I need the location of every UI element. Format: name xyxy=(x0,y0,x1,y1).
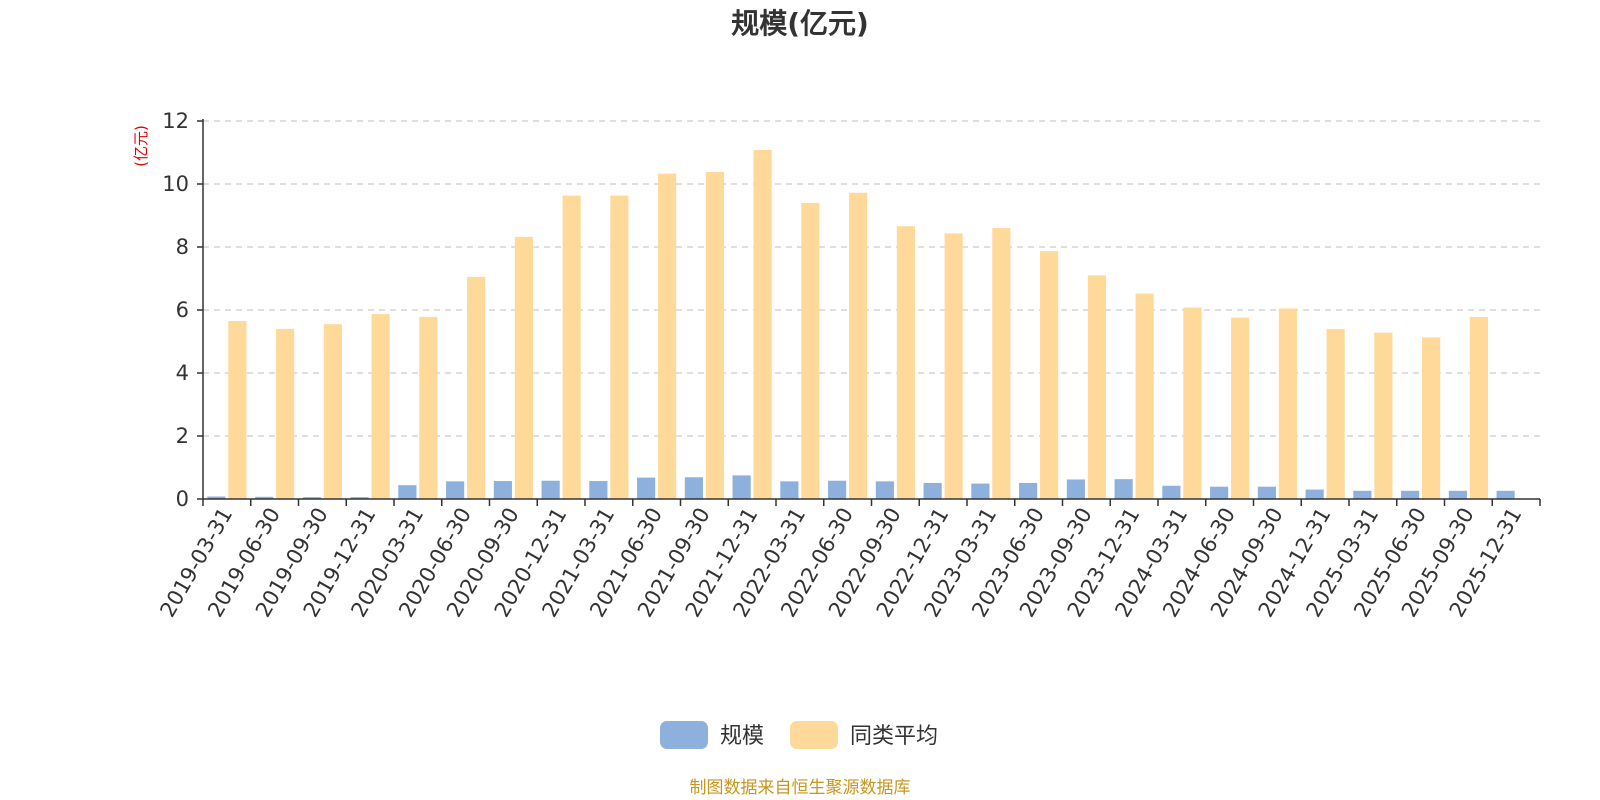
bar-peer-average xyxy=(896,226,915,499)
bar-scale xyxy=(541,480,560,499)
legend-label: 同类平均 xyxy=(850,724,938,749)
bar-scale xyxy=(1114,479,1133,499)
bar-scale xyxy=(1401,490,1420,499)
bar-peer-average xyxy=(1087,275,1106,499)
bar-peer-average xyxy=(658,173,677,500)
bar-peer-average xyxy=(849,192,868,499)
bar-scale xyxy=(780,481,799,499)
bar-scale xyxy=(1162,485,1181,499)
bar-scale xyxy=(684,477,703,499)
y-tick-label: 6 xyxy=(176,298,189,322)
axes xyxy=(197,119,1541,506)
bar-peer-average xyxy=(323,324,342,499)
bar-scale xyxy=(732,475,751,499)
y-tick-label: 2 xyxy=(176,424,189,448)
bar-peer-average xyxy=(514,236,533,500)
y-tick-label: 0 xyxy=(176,487,189,511)
y-tick-label: 4 xyxy=(176,361,189,385)
bar-scale xyxy=(255,496,274,499)
y-axis-unit-label: (亿元) xyxy=(132,125,150,167)
bar-peer-average xyxy=(467,276,486,499)
bar-scale xyxy=(1019,482,1038,499)
bar-scale xyxy=(1066,479,1085,499)
bar-peer-average xyxy=(562,195,581,499)
bar-peer-average xyxy=(1374,332,1393,499)
bar-peer-average xyxy=(801,202,820,499)
bar-scale xyxy=(1257,486,1276,499)
bar-scale xyxy=(1448,490,1467,499)
bar-peer-average xyxy=(419,316,438,499)
bar-scale xyxy=(1496,490,1515,499)
bar-peer-average xyxy=(228,321,247,499)
bar-peer-average xyxy=(1231,317,1250,499)
bars xyxy=(207,149,1515,500)
bar-scale xyxy=(493,481,512,499)
bar-scale xyxy=(875,481,894,499)
legend-swatch xyxy=(660,721,708,749)
legend-label: 规模 xyxy=(720,724,764,749)
bar-peer-average xyxy=(992,228,1011,499)
bar-scale xyxy=(446,481,465,499)
axis-labels: 0246810122019-03-312019-06-302019-09-302… xyxy=(155,109,1526,621)
bar-peer-average xyxy=(610,195,629,499)
bar-scale xyxy=(398,485,417,499)
bar-peer-average xyxy=(1040,251,1059,499)
y-tick-label: 10 xyxy=(162,172,189,196)
y-tick-label: 8 xyxy=(176,235,189,259)
bar-scale xyxy=(923,482,942,499)
bar-peer-average xyxy=(276,328,295,499)
bar-peer-average xyxy=(705,172,724,499)
bar-scale xyxy=(637,477,656,499)
legend-swatch xyxy=(790,721,838,749)
data-source-note: 制图数据来自恒生聚源数据库 xyxy=(690,778,911,798)
bar-scale xyxy=(350,497,369,499)
legend: 规模 同类平均 xyxy=(660,721,938,749)
bar-peer-average xyxy=(753,149,772,500)
bar-peer-average xyxy=(1326,328,1345,499)
bar-peer-average xyxy=(1422,337,1441,499)
y-tick-label: 12 xyxy=(162,109,189,133)
bar-peer-average xyxy=(1278,308,1297,499)
bar-scale xyxy=(828,480,847,499)
bar-peer-average xyxy=(944,233,963,499)
bar-scale xyxy=(1305,489,1324,499)
bar-peer-average xyxy=(1183,307,1202,499)
bar-scale xyxy=(207,496,226,499)
chart-title: 规模(亿元) xyxy=(731,7,869,40)
bar-scale xyxy=(589,481,608,499)
bar-peer-average xyxy=(1135,293,1154,499)
bar-scale xyxy=(302,497,321,499)
bar-peer-average xyxy=(1469,316,1488,499)
bar-peer-average xyxy=(371,314,390,499)
bar-scale xyxy=(1210,486,1229,499)
bar-scale xyxy=(971,483,990,499)
bar-scale xyxy=(1353,490,1372,499)
